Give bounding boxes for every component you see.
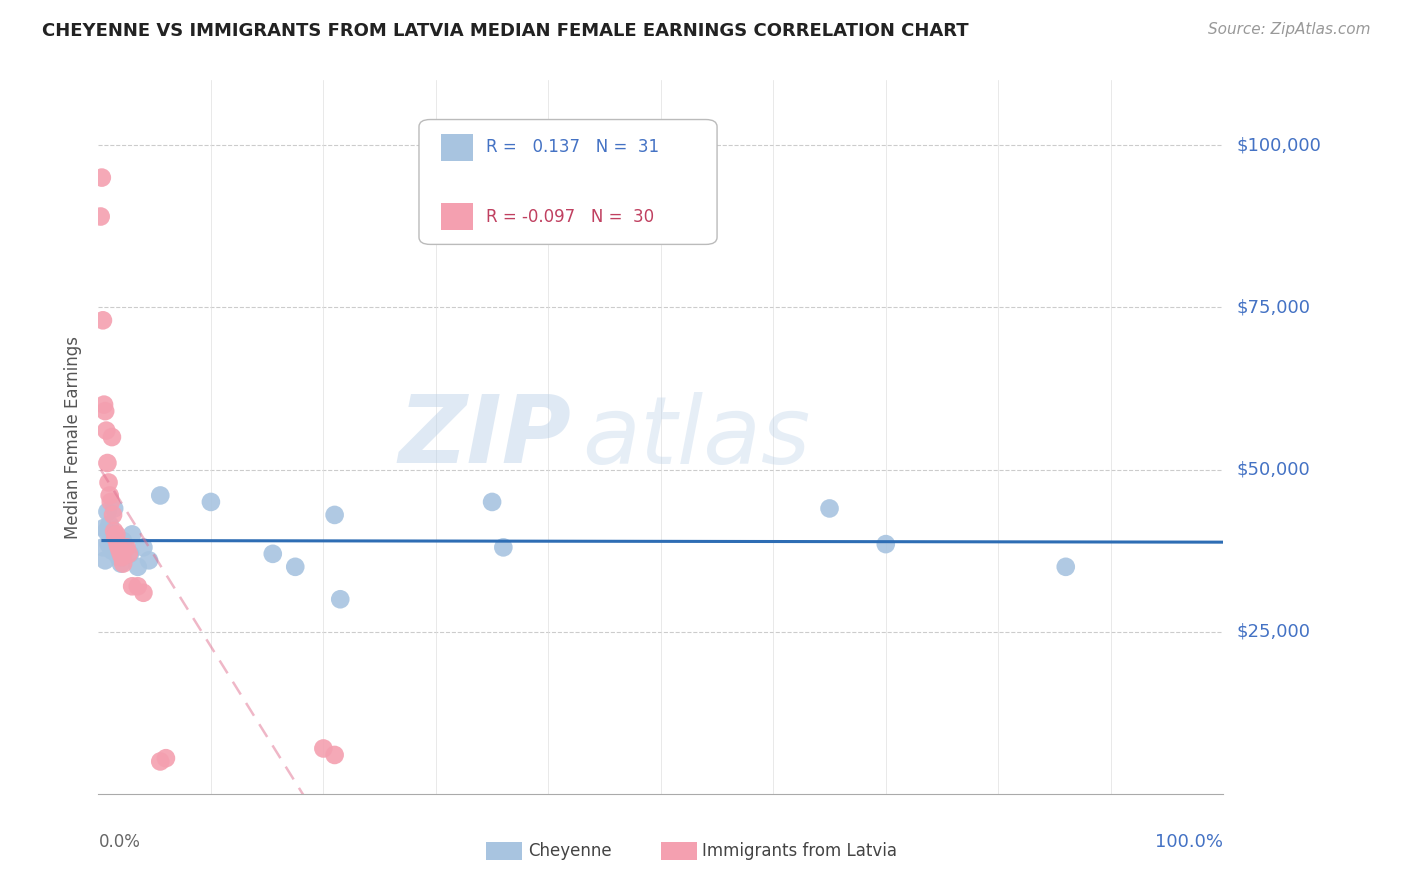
Point <box>94 404 117 418</box>
Text: Cheyenne: Cheyenne <box>529 842 612 860</box>
Point <box>132 541 155 555</box>
Point <box>103 524 125 538</box>
Point <box>98 517 121 532</box>
Point <box>127 579 149 593</box>
Point <box>101 543 124 558</box>
Point <box>91 541 114 555</box>
Point <box>112 533 135 548</box>
Text: Source: ZipAtlas.com: Source: ZipAtlas.com <box>1208 22 1371 37</box>
Point <box>149 488 172 502</box>
Point <box>96 524 118 538</box>
Point <box>108 543 131 558</box>
Point <box>111 550 134 565</box>
FancyBboxPatch shape <box>419 120 717 244</box>
Point <box>91 313 114 327</box>
Point <box>132 586 155 600</box>
Point <box>1054 559 1077 574</box>
Point <box>110 547 132 561</box>
Text: 0.0%: 0.0% <box>98 833 141 851</box>
Point <box>101 430 124 444</box>
Text: $50,000: $50,000 <box>1237 460 1310 478</box>
Point <box>97 537 120 551</box>
Point <box>101 508 124 522</box>
Text: $75,000: $75,000 <box>1237 298 1310 317</box>
Text: ZIP: ZIP <box>398 391 571 483</box>
Text: Immigrants from Latvia: Immigrants from Latvia <box>703 842 897 860</box>
Point <box>90 170 112 185</box>
Point <box>107 550 129 565</box>
Point <box>115 541 138 555</box>
Point <box>121 579 143 593</box>
Point <box>96 505 118 519</box>
Text: $100,000: $100,000 <box>1237 136 1322 154</box>
Point <box>118 547 141 561</box>
Point <box>100 531 122 545</box>
Point <box>98 488 121 502</box>
Point <box>329 592 352 607</box>
Point <box>323 747 346 762</box>
Text: $25,000: $25,000 <box>1237 623 1310 640</box>
Point <box>107 541 129 555</box>
Point <box>97 475 120 490</box>
Point <box>96 456 118 470</box>
Point <box>492 541 515 555</box>
Point <box>112 557 135 571</box>
Text: R =   0.137   N =  31: R = 0.137 N = 31 <box>486 138 659 156</box>
Point <box>149 755 172 769</box>
Point <box>118 547 141 561</box>
Point <box>90 210 112 224</box>
Point <box>93 398 115 412</box>
Point <box>127 559 149 574</box>
Point <box>107 537 129 551</box>
Point <box>284 559 307 574</box>
Bar <box>661 842 697 860</box>
Point <box>96 424 118 438</box>
Point <box>818 501 841 516</box>
Y-axis label: Median Female Earnings: Median Female Earnings <box>65 335 83 539</box>
Point <box>138 553 160 567</box>
Point <box>105 541 128 555</box>
Point <box>110 557 132 571</box>
Point <box>114 541 136 555</box>
Point <box>481 495 503 509</box>
Point <box>262 547 284 561</box>
Point <box>105 527 128 541</box>
Point <box>103 501 125 516</box>
Bar <box>441 134 472 161</box>
Point <box>200 495 222 509</box>
Text: 100.0%: 100.0% <box>1156 833 1223 851</box>
Point <box>312 741 335 756</box>
Point <box>155 751 177 765</box>
Bar <box>486 842 523 860</box>
Point <box>93 521 115 535</box>
Bar <box>441 203 472 230</box>
Point <box>323 508 346 522</box>
Text: atlas: atlas <box>582 392 810 483</box>
Point <box>104 531 127 545</box>
Point <box>94 553 117 567</box>
Text: CHEYENNE VS IMMIGRANTS FROM LATVIA MEDIAN FEMALE EARNINGS CORRELATION CHART: CHEYENNE VS IMMIGRANTS FROM LATVIA MEDIA… <box>42 22 969 40</box>
Point <box>100 495 122 509</box>
Point <box>121 527 143 541</box>
Text: R = -0.097   N =  30: R = -0.097 N = 30 <box>486 208 655 226</box>
Point <box>875 537 897 551</box>
